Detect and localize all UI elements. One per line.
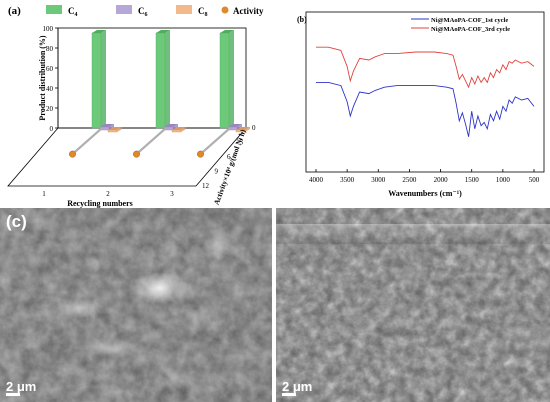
chart-b-xtick-label: 1500 <box>465 176 480 184</box>
bar-top-c4 <box>156 30 170 33</box>
chart-a-ytick-label: 100 <box>43 25 54 33</box>
chart-a-legend: C4 C6 C8 Activity <box>46 5 264 18</box>
bar-side-c6 <box>237 124 242 130</box>
legend-swatch-c4 <box>46 5 62 14</box>
sem-image-left: (c) 2 μm <box>0 208 272 402</box>
legend-label-activity: Activity <box>233 6 264 16</box>
bar-c8 <box>107 129 118 133</box>
chart-b-xtick-label: 500 <box>529 176 540 184</box>
chart-a-xtick-label: 3 <box>170 190 174 198</box>
chart-a-ztick-label: 0 <box>252 124 256 132</box>
scale-label-left: 2 μm <box>6 379 37 394</box>
bar-c8 <box>171 129 182 133</box>
panel-a-3d-bar-chart: (a) C4 C6 C8 Activity 0 20 40 60 80 100 1 2 3 0 3 6 9 12… <box>0 0 282 208</box>
bar-c4 <box>155 32 166 129</box>
bar-top-c6 <box>100 124 114 127</box>
bar-c4 <box>91 32 102 129</box>
bar-top-c8 <box>172 127 186 130</box>
activity-point <box>69 150 76 158</box>
chart-b-xtick-label: 4000 <box>309 176 324 184</box>
panel-b-label: (b) <box>297 15 307 24</box>
bar-top-c6 <box>228 124 242 127</box>
bar-top-c8 <box>108 127 122 130</box>
chart-a-xtick-label: 1 <box>42 190 46 198</box>
chart-a-xtick-label: 2 <box>106 190 110 198</box>
bar-side-c8 <box>245 127 250 132</box>
chart-b-xtick-label: 1000 <box>496 176 511 184</box>
chart-a-ztick-label: 6 <box>227 153 231 161</box>
panel-b-ftir-spectrum: (b) Ni@MAoPA-COF_1st cycle Ni@MAoPA-COF_3… <box>283 0 550 208</box>
chart-a-floor <box>7 127 247 187</box>
bar-side-c6 <box>109 124 114 130</box>
chart-b-frame <box>305 11 545 173</box>
legend-label-c8: C8 <box>198 6 208 18</box>
activity-point <box>197 150 204 158</box>
chart-b-legend: Ni@MAoPA-COF_1st cycle Ni@MAoPA-COF_3rd c… <box>411 17 510 33</box>
chart-a-ytick-label: 0 <box>50 125 54 133</box>
bar-top-c8 <box>236 127 250 130</box>
sem-left-picture <box>0 208 272 402</box>
bar-side-c6 <box>173 124 178 130</box>
chart-b-xtick-label: 3000 <box>371 176 386 184</box>
legend-label-c6: C6 <box>138 6 148 18</box>
scale-bar-left <box>6 393 20 396</box>
chart-b-axes: 4000 3500 3000 2500 2000 1500 1000 500 <box>309 169 540 184</box>
ftir-line-3rd-cycle <box>316 46 535 89</box>
bar-side-c4 <box>165 30 170 128</box>
chart-a-ytick-label: 60 <box>46 65 54 73</box>
chart-a-marks <box>69 30 250 158</box>
chart-a-ytick-label: 80 <box>46 45 54 53</box>
chart-a-ztick-label: 9 <box>215 168 219 176</box>
chart-a-ytick-label: 20 <box>46 105 54 113</box>
bar-top-c6 <box>164 124 178 127</box>
scale-bar-right <box>282 393 296 396</box>
legend-label-c4: C4 <box>68 6 78 18</box>
activity-stick <box>71 127 103 155</box>
chart-b-xlabel: Wavenumbers (cm⁻¹) <box>388 189 462 198</box>
chart-a-ytick-label: 40 <box>46 85 54 93</box>
chart-b-xtick-label: 2500 <box>402 176 417 184</box>
chart-a-back-wall <box>57 27 247 129</box>
bar-c4 <box>219 32 230 129</box>
activity-stick <box>135 127 167 155</box>
chart-a-ylabel: Product distribution (%) <box>38 35 47 121</box>
legend-swatch-c6 <box>116 5 132 14</box>
bar-side-c8 <box>117 127 122 132</box>
bar-side-c4 <box>101 30 106 128</box>
chart-b-legend-label: Ni@MAoPA-COF_3rd cycle <box>431 26 510 33</box>
chart-b-legend-label: Ni@MAoPA-COF_1st cycle <box>431 17 508 24</box>
chart-a-xlabel: Recycling numbers <box>67 199 133 208</box>
bar-top-c4 <box>220 30 234 33</box>
ftir-line-1st-cycle <box>316 81 535 137</box>
legend-swatch-activity <box>221 6 229 14</box>
chart-a-ztick-label: 3 <box>240 139 244 147</box>
bar-side-c4 <box>229 30 234 128</box>
activity-point <box>133 150 140 158</box>
chart-b-svg: (b) Ni@MAoPA-COF_1st cycle Ni@MAoPA-COF_3… <box>297 11 545 198</box>
scale-label-right: 2 μm <box>282 379 313 394</box>
bar-top-c4 <box>92 30 106 33</box>
legend-swatch-c8 <box>176 5 192 14</box>
panel-c-label: (c) <box>6 212 27 231</box>
bar-side-c8 <box>181 127 186 132</box>
chart-b-lines <box>316 46 535 137</box>
chart-b-xtick-label: 3500 <box>340 176 355 184</box>
panel-a-label: (a) <box>8 5 21 17</box>
sem-image-right: 2 μm <box>276 208 550 402</box>
sem-right-picture <box>276 208 550 402</box>
chart-b-xtick-label: 2000 <box>434 176 449 184</box>
activity-stick <box>199 127 231 155</box>
chart-a-ztick-label: 12 <box>202 182 210 190</box>
